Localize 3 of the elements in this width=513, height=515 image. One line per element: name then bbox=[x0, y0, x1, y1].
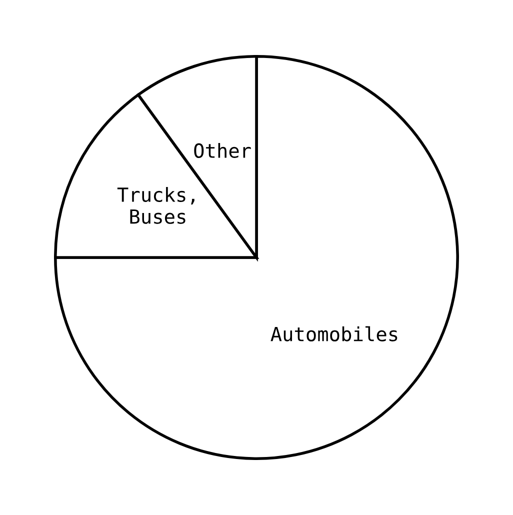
slice-label: Trucks, Buses bbox=[117, 186, 194, 224]
slice-label: Other bbox=[194, 142, 251, 158]
slice-label: Automobiles bbox=[270, 326, 398, 342]
